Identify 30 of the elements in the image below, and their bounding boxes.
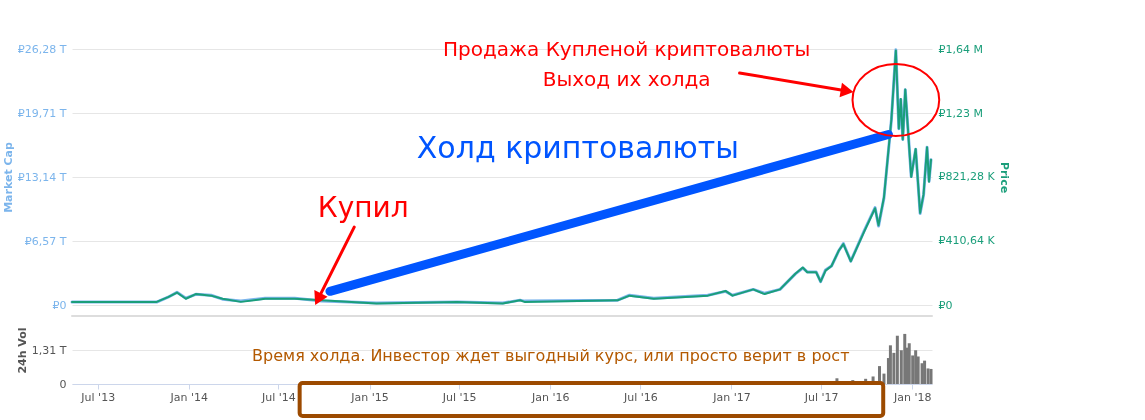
y2-tick-label: ₽1,23 M bbox=[938, 106, 983, 120]
annotation: Холд криптовалюты bbox=[416, 130, 739, 165]
y2-axis-title: Price bbox=[997, 161, 1011, 194]
y2-tick-label: ₽821,28 K bbox=[938, 170, 996, 184]
x-tick-label: Jul '15 bbox=[441, 390, 477, 404]
annotation: Купил bbox=[317, 191, 409, 225]
x-tick-label: Jan '15 bbox=[350, 390, 389, 404]
x-tick-label: Jul '17 bbox=[803, 390, 839, 404]
y-tick-label: ₽13,14 T bbox=[17, 170, 67, 184]
annotation: Время холда. Инвестор ждет выгодный курс, или просто верит в рост bbox=[252, 346, 850, 365]
y-tick-label: 1,31 T bbox=[31, 343, 67, 357]
y2-tick-label: ₽410,64 K bbox=[938, 234, 996, 248]
x-tick-label: Jul '13 bbox=[80, 390, 116, 404]
y2-tick-label: ₽1,64 M bbox=[938, 42, 983, 56]
y-tick-label: ₽19,71 T bbox=[17, 106, 67, 120]
x-tick-label: Jan '17 bbox=[712, 390, 751, 404]
y-tick-label: ₽26,28 T bbox=[17, 42, 67, 56]
x-tick-label: Jul '14 bbox=[261, 390, 296, 404]
y-tick-label: 0 bbox=[59, 377, 67, 391]
y-axis-title: Market Cap bbox=[1, 142, 15, 213]
y2-tick-label: ₽0 bbox=[938, 298, 953, 312]
y-tick-label: ₽0 bbox=[52, 298, 67, 312]
x-tick-label: Jan '18 bbox=[892, 390, 932, 404]
x-tick-label: Jan '16 bbox=[531, 390, 570, 404]
annotation: Продажа Купленой криптовалюты bbox=[442, 37, 811, 61]
x-tick-label: Jul '16 bbox=[622, 390, 658, 404]
annotation: Выход их холда bbox=[542, 67, 711, 91]
x-tick-label: Jan '14 bbox=[169, 390, 209, 404]
y-axis-title: 24h Vol bbox=[15, 327, 29, 374]
y-tick-label: ₽6,57 T bbox=[24, 234, 67, 248]
